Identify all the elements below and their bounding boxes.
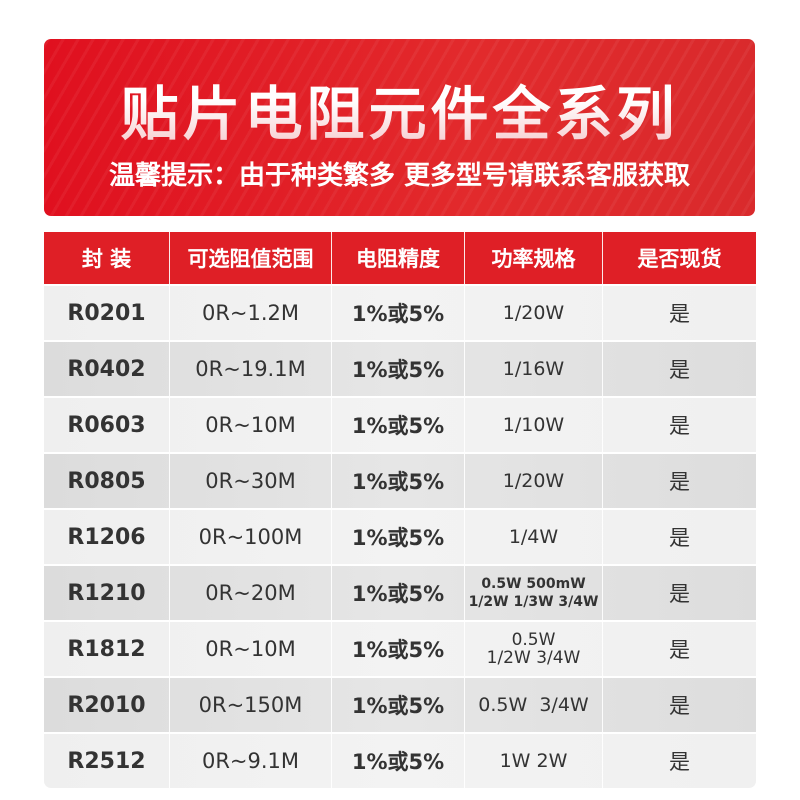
in-stock-cell: 是 <box>669 470 690 494</box>
table-row: R2010 0R~150M 1%或5% 0.5W 3/4W 是 <box>44 676 756 732</box>
package-cell: R0805 <box>67 468 146 494</box>
power-cell: 1/20W <box>502 302 565 324</box>
in-stock-cell: 是 <box>669 414 690 438</box>
power-cell: 1/16W <box>502 358 565 380</box>
package-cell: R2512 <box>67 748 146 774</box>
table-row: R1812 0R~10M 1%或5% 0.5W 1/2W 3/4W 是 <box>44 620 756 676</box>
range-cell: 0R~100M <box>198 525 303 549</box>
tolerance-cell: 1%或5% <box>351 750 445 774</box>
tolerance-cell: 1%或5% <box>351 302 445 326</box>
package-cell: R0603 <box>67 412 146 438</box>
package-cell: R1206 <box>67 524 146 550</box>
package-cell: R0402 <box>67 356 146 382</box>
table-row: R0805 0R~30M 1%或5% 1/20W 是 <box>44 452 756 508</box>
range-cell: 0R~9.1M <box>201 749 300 773</box>
table-row: R0201 0R~1.2M 1%或5% 1/20W 是 <box>44 284 756 340</box>
power-line-1: 0.5W <box>511 630 556 650</box>
tolerance-cell: 1%或5% <box>351 470 445 494</box>
in-stock-cell: 是 <box>669 582 690 606</box>
in-stock-cell: 是 <box>669 750 690 774</box>
power-cell: 1/10W <box>502 414 565 436</box>
header-range: 可选阻值范围 <box>170 232 332 284</box>
header-tolerance: 电阻精度 <box>332 232 465 284</box>
title-banner: 贴片电阻元件全系列 温馨提示：由于种类繁多 更多型号请联系客服获取 <box>44 39 755 216</box>
power-cell: 1/20W <box>502 470 565 492</box>
in-stock-cell: 是 <box>669 358 690 382</box>
banner-title: 贴片电阻元件全系列 <box>44 79 755 149</box>
package-cell: R0201 <box>67 300 146 326</box>
tolerance-cell: 1%或5% <box>351 358 445 382</box>
range-cell: 0R~10M <box>205 637 296 661</box>
table-row: R0603 0R~10M 1%或5% 1/10W 是 <box>44 396 756 452</box>
package-cell: R1210 <box>67 580 146 606</box>
table-row: R1210 0R~20M 1%或5% 0.5W 500mW 1/2W 1/3W … <box>44 564 756 620</box>
in-stock-cell: 是 <box>669 694 690 718</box>
power-cell: 0.5W 3/4W <box>478 694 589 716</box>
tolerance-cell: 1%或5% <box>351 694 445 718</box>
power-cell: 1/4W <box>508 526 559 548</box>
power-line-2: 1/2W 1/3W 3/4W <box>468 594 599 610</box>
table-row: R1206 0R~100M 1%或5% 1/4W 是 <box>44 508 756 564</box>
table-row: R0402 0R~19.1M 1%或5% 1/16W 是 <box>44 340 756 396</box>
table-row: R2512 0R~9.1M 1%或5% 1W 2W 是 <box>44 732 756 788</box>
header-power: 功率规格 <box>465 232 603 284</box>
tolerance-cell: 1%或5% <box>351 526 445 550</box>
range-cell: 0R~30M <box>205 469 296 493</box>
tolerance-cell: 1%或5% <box>351 414 445 438</box>
range-cell: 0R~150M <box>198 693 303 717</box>
header-in-stock: 是否现货 <box>637 247 722 271</box>
tolerance-cell: 1%或5% <box>351 638 445 662</box>
package-cell: R2010 <box>67 692 146 718</box>
package-cell: R1812 <box>67 636 146 662</box>
header-package: 封 装 <box>44 232 170 284</box>
power-line-1: 0.5W 500mW <box>481 576 586 592</box>
banner-subtitle: 温馨提示：由于种类繁多 更多型号请联系客服获取 <box>108 161 691 191</box>
range-cell: 0R~19.1M <box>195 357 306 381</box>
range-cell: 0R~10M <box>205 413 296 437</box>
in-stock-cell: 是 <box>669 638 690 662</box>
range-cell: 0R~1.2M <box>201 301 300 325</box>
table-header: 封 装 可选阻值范围 电阻精度 功率规格 是否现货 <box>44 232 756 284</box>
power-cell: 1W 2W <box>499 750 568 772</box>
tolerance-cell: 1%或5% <box>351 582 445 606</box>
in-stock-cell: 是 <box>669 526 690 550</box>
range-cell: 0R~20M <box>205 581 296 605</box>
in-stock-cell: 是 <box>669 302 690 326</box>
resistor-spec-table: 封 装 可选阻值范围 电阻精度 功率规格 是否现货 R0201 0R~1.2M … <box>44 232 756 788</box>
power-line-2: 1/2W 3/4W <box>486 648 581 668</box>
